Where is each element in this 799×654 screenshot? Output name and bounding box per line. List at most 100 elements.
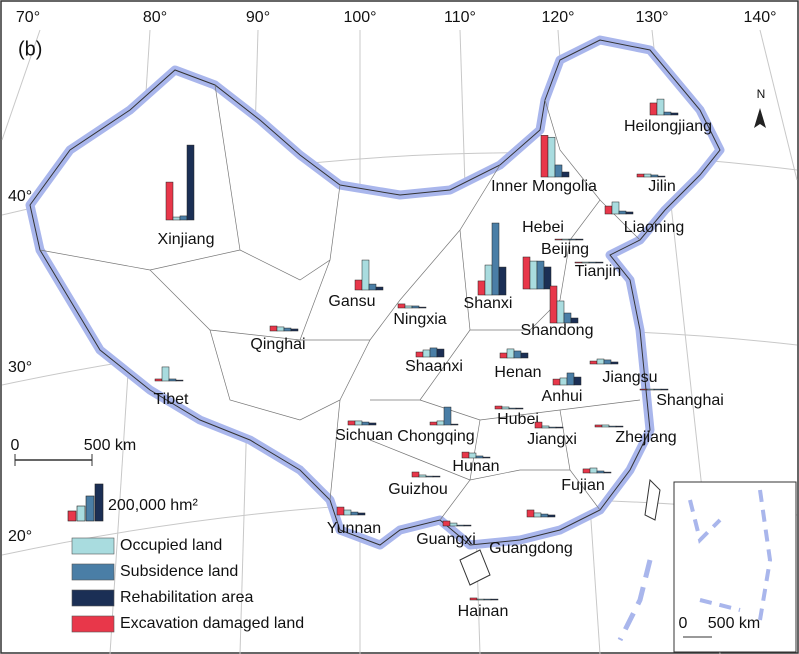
bar (432, 475, 441, 478)
bar (603, 359, 612, 365)
bar (415, 351, 424, 358)
bar (646, 388, 655, 391)
bar (566, 372, 575, 386)
province-label: Zhejiang (615, 429, 676, 446)
bar (554, 238, 563, 241)
bar (547, 514, 556, 518)
bar (541, 425, 550, 429)
bar (483, 598, 492, 601)
maritime-line (617, 559, 653, 642)
bar (561, 171, 570, 178)
bar (653, 388, 662, 391)
bar (608, 425, 617, 428)
scale-bar-end: 500 km (84, 437, 136, 454)
scale-bar-start: 0 (11, 437, 20, 454)
legend-scale-label: 200,000 hm² (108, 497, 199, 514)
bar (639, 388, 648, 391)
bar (449, 522, 458, 527)
province-label: Fujian (561, 477, 605, 494)
province-label: Jiangsu (602, 369, 657, 386)
inset-scale-end: 500 km (708, 615, 760, 632)
bar (556, 300, 565, 324)
longitude-label: 70° (16, 9, 40, 26)
panel-label: (b) (18, 38, 42, 60)
province-label: Yunnan (327, 520, 381, 537)
bar (165, 181, 174, 221)
province-label: Guangdong (489, 540, 573, 557)
bar (186, 144, 195, 221)
bar (276, 326, 285, 332)
bar (429, 347, 438, 358)
province-label: Hebei (522, 219, 564, 236)
bar (354, 279, 363, 291)
bar (601, 424, 610, 428)
longitude-label: 140° (743, 9, 776, 26)
bar (482, 456, 491, 459)
bar (611, 201, 620, 215)
bar (290, 328, 299, 332)
province-label: Shandong (521, 322, 594, 339)
bar (368, 283, 377, 291)
bar (603, 471, 612, 474)
province-label: Beijing (541, 241, 589, 258)
bar (347, 420, 356, 426)
province-label: Xinjiang (158, 231, 215, 248)
bar (425, 475, 434, 478)
province-label: Tianjin (575, 263, 622, 280)
bar (656, 98, 665, 116)
bar (594, 424, 603, 428)
latitude-label: 20° (8, 528, 32, 545)
longitude-label: 100° (343, 9, 376, 26)
bar (469, 597, 478, 601)
longitude-label: 130° (635, 9, 668, 26)
inset-scale-start: 0 (679, 615, 688, 632)
bar (552, 378, 561, 386)
longitude-label: 110° (444, 9, 476, 26)
legend-label: Subsidence land (120, 563, 238, 580)
bar (175, 379, 184, 382)
north-label: N (757, 87, 766, 101)
bar (436, 348, 445, 358)
bar (161, 366, 170, 382)
taiwan-island (644, 478, 661, 521)
bar (670, 112, 679, 116)
legend-label: Excavation damaged land (120, 615, 304, 632)
bar (418, 306, 427, 309)
bar (361, 259, 370, 291)
bar (522, 256, 531, 290)
inset-lines (688, 489, 773, 621)
province-label: Chongqing (397, 428, 474, 445)
legend-label: Occupied land (120, 537, 222, 554)
latitude-label: 30° (8, 359, 32, 376)
province-label: Shanghai (656, 392, 724, 409)
bar (568, 238, 577, 241)
bar (555, 426, 564, 429)
bar (543, 266, 552, 290)
bar (501, 406, 510, 410)
bar (663, 111, 672, 116)
bar (636, 173, 645, 178)
bar (540, 513, 549, 518)
province-label: Gansu (328, 293, 375, 310)
bar (660, 388, 669, 391)
legend-sample-bar (67, 510, 77, 522)
bar (450, 423, 459, 426)
province-label: Liaoning (624, 219, 685, 236)
bar (499, 352, 508, 359)
bar (443, 406, 452, 426)
bar (411, 471, 420, 478)
bar (506, 348, 515, 359)
bar (657, 175, 666, 178)
longitude-label: 80° (143, 9, 167, 26)
bar (649, 102, 658, 116)
bar (513, 350, 522, 359)
province-label: Jiangxi (527, 431, 577, 448)
bar (547, 136, 556, 178)
bar (559, 377, 568, 386)
province-label: Henan (494, 364, 541, 381)
bar (494, 405, 503, 410)
bar (548, 426, 557, 429)
bar (589, 360, 598, 365)
province-label: Inner Mongolia (491, 178, 597, 195)
legend-sample-bar (85, 495, 95, 522)
